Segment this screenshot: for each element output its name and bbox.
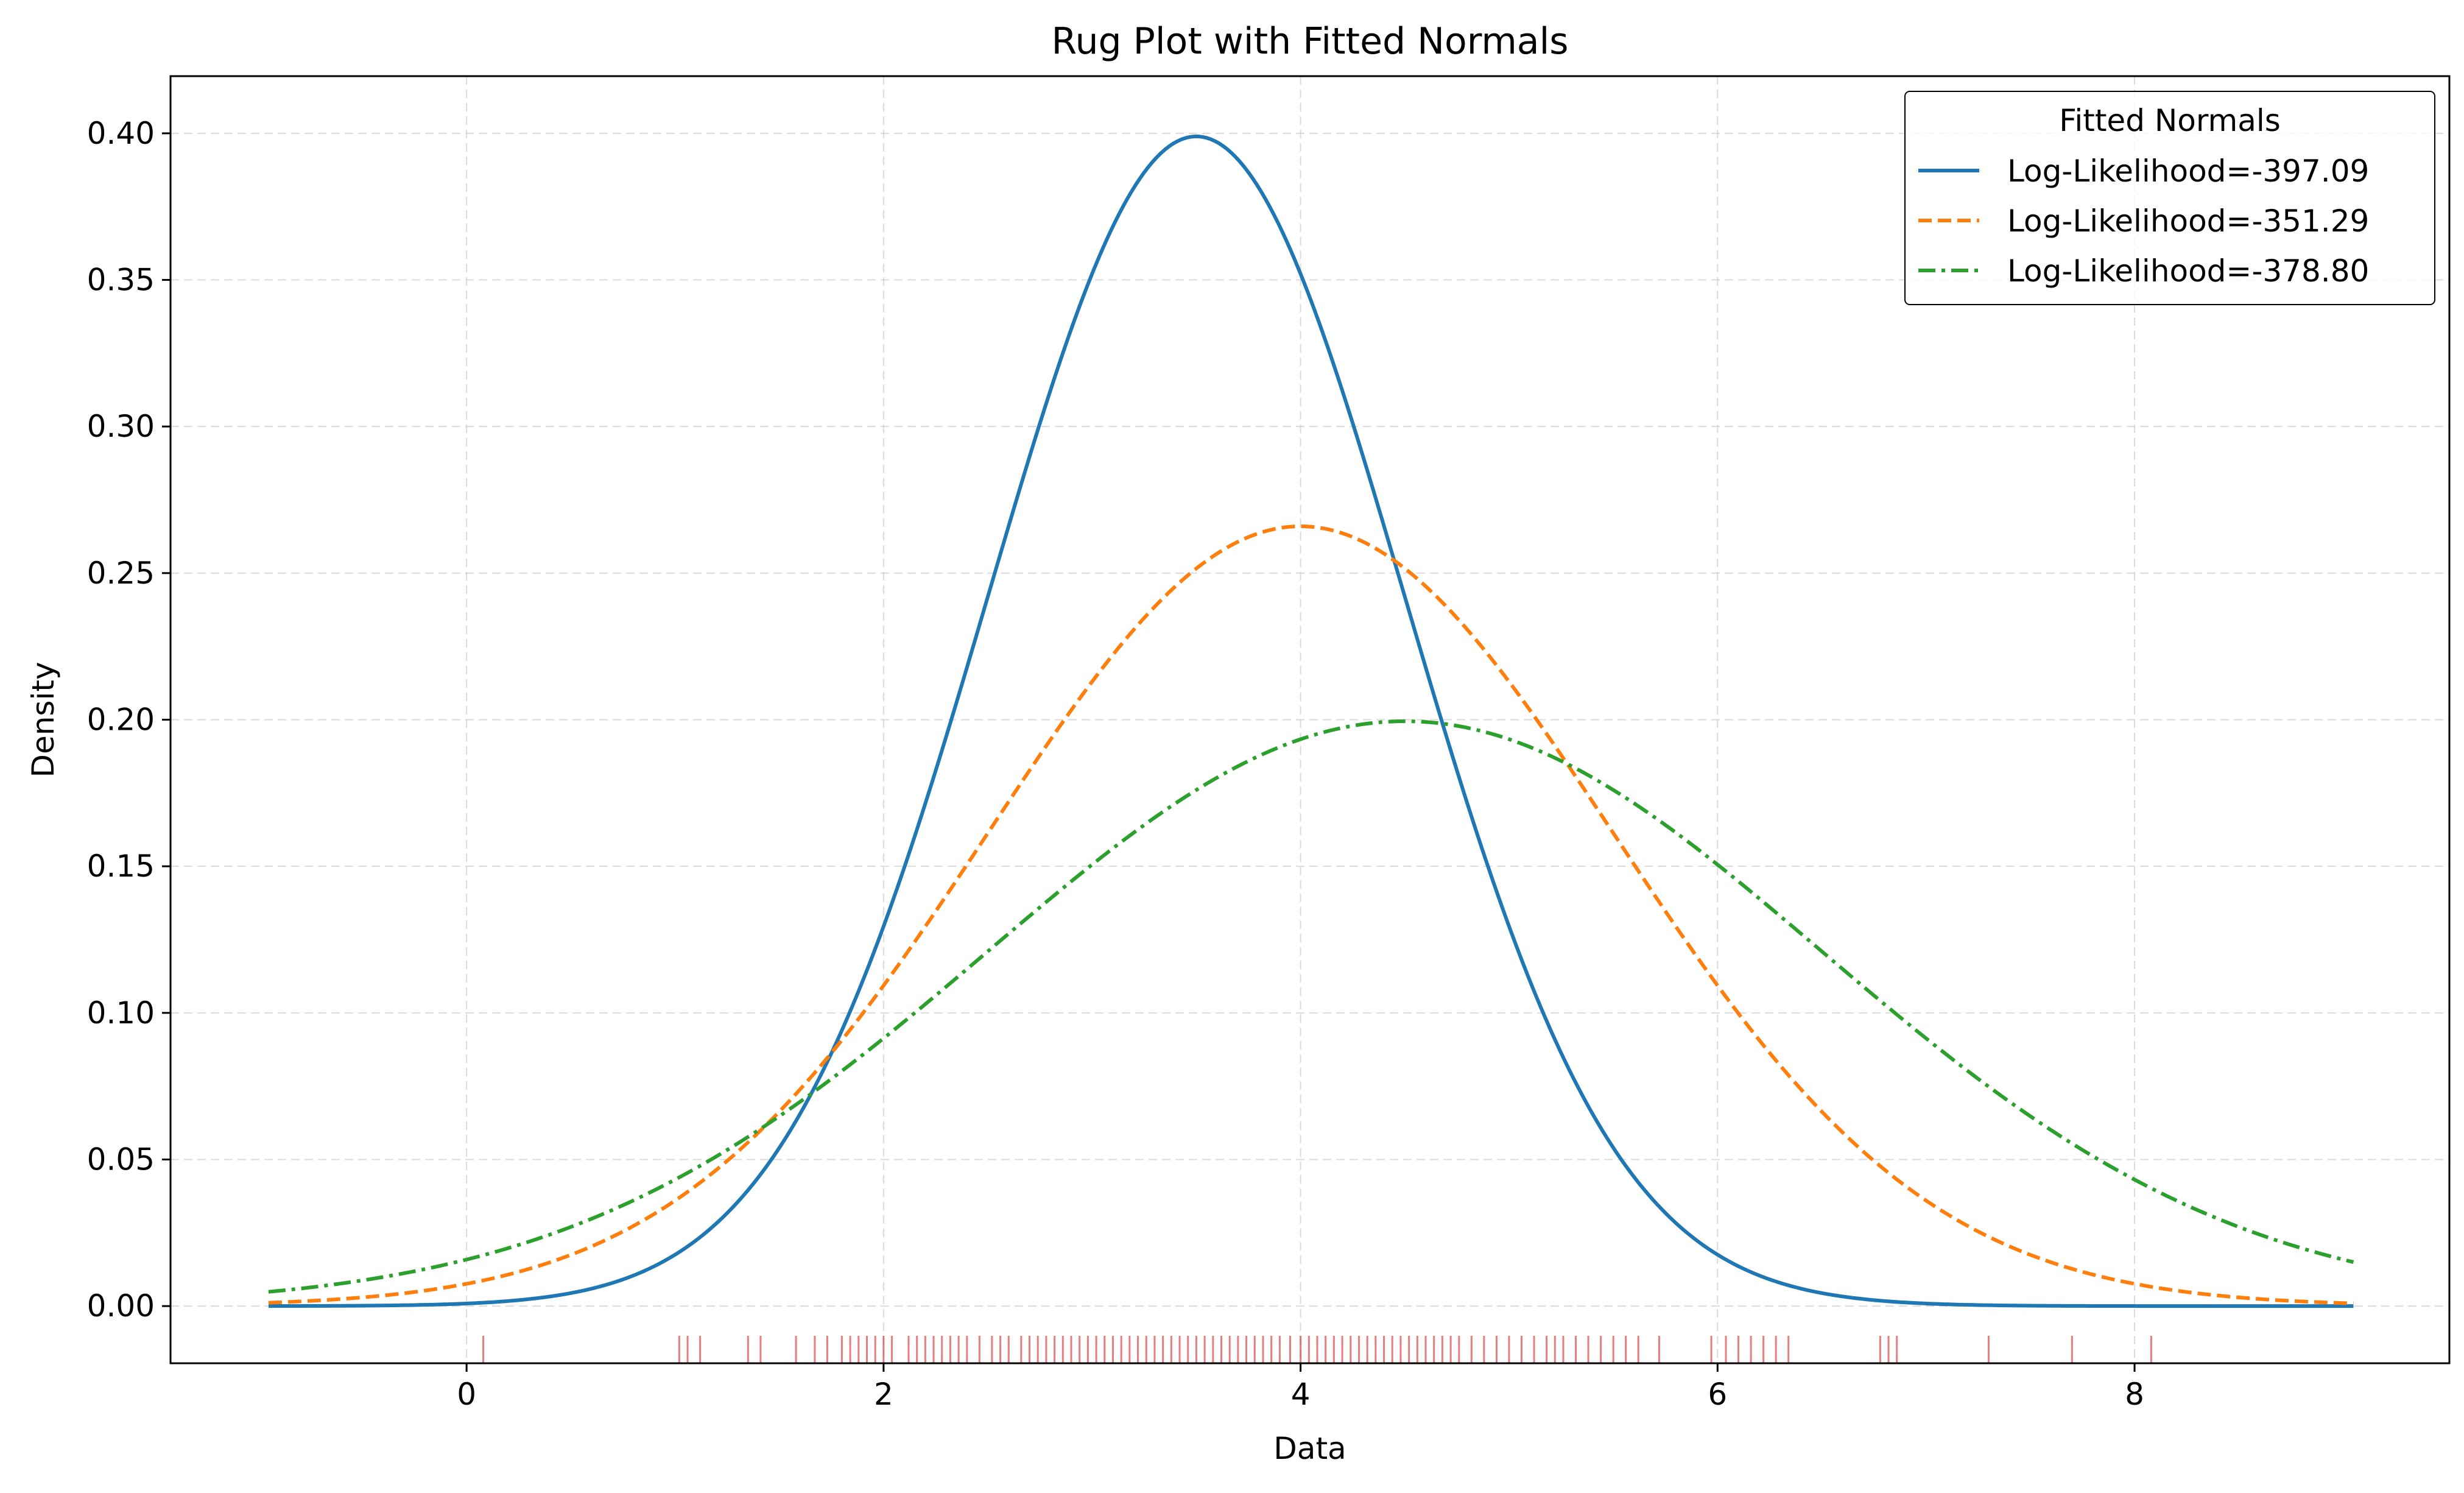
x-tick-label: 6: [1708, 1377, 1727, 1412]
curves-group: [268, 135, 2354, 1308]
chart-title: Rug Plot with Fitted Normals: [1052, 20, 1569, 63]
y-tick-label: 0.30: [87, 409, 155, 444]
x-axis-label: Data: [1273, 1431, 1346, 1466]
y-tick-label: 0.10: [87, 995, 155, 1031]
legend-entry-label: Log-Likelihood=-351.29: [2007, 203, 2369, 239]
x-tick-label: 8: [2125, 1377, 2144, 1412]
legend-entry-label: Log-Likelihood=-378.80: [2007, 253, 2369, 289]
x-tick-label: 4: [1291, 1377, 1311, 1412]
y-tick-label: 0.20: [87, 702, 155, 738]
y-tick-label: 0.35: [87, 263, 155, 298]
y-tick-label: 0.15: [87, 849, 155, 884]
legend-box: [1904, 91, 2435, 305]
x-tick-label: 2: [874, 1377, 893, 1412]
y-tick-label: 0.25: [87, 556, 155, 591]
y-tick-label: 0.00: [87, 1288, 155, 1324]
legend-entry-label: Log-Likelihood=-397.09: [2007, 154, 2369, 189]
y-axis-ticks: 0.00 0.05 0.10 0.15 0.20 0.25 0.30 0.35 0.40: [87, 116, 171, 1324]
series-line: [268, 524, 2354, 1305]
y-axis-label: Density: [26, 662, 61, 777]
grid-lines: [171, 76, 2449, 1363]
series-line: [268, 135, 2354, 1308]
x-tick-label: 0: [457, 1377, 476, 1412]
legend-title: Fitted Normals: [2059, 103, 2281, 138]
series-line: [268, 719, 2354, 1294]
rug-group: [482, 1336, 2152, 1363]
legend-items: Log-Likelihood=-397.09 Log-Likelihood=-35…: [1918, 154, 2369, 289]
x-axis-ticks: 0 2 4 6 8: [457, 1363, 2144, 1412]
y-tick-label: 0.40: [87, 116, 155, 151]
y-tick-label: 0.05: [87, 1142, 155, 1177]
legend: Fitted Normals Log-Likelihood=-397.09Log…: [1904, 91, 2435, 305]
